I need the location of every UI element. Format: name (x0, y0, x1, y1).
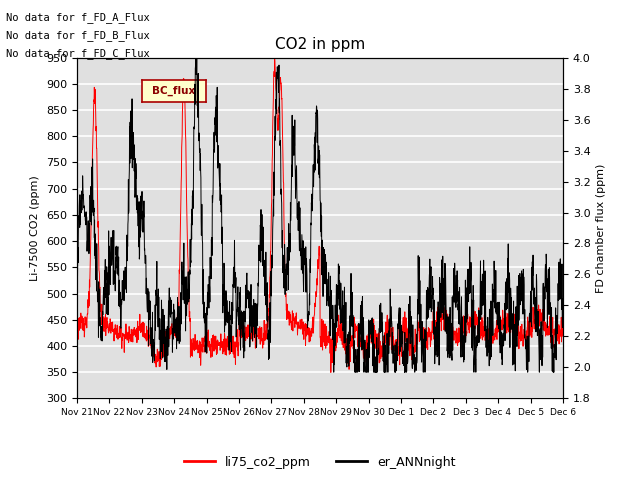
Text: No data for f_FD_A_Flux: No data for f_FD_A_Flux (6, 12, 150, 23)
Legend: li75_co2_ppm, er_ANNnight: li75_co2_ppm, er_ANNnight (179, 451, 461, 474)
Title: CO2 in ppm: CO2 in ppm (275, 37, 365, 52)
Y-axis label: FD chamber flux (ppm): FD chamber flux (ppm) (596, 163, 606, 293)
Text: No data for f_FD_C_Flux: No data for f_FD_C_Flux (6, 48, 150, 60)
Text: No data for f_FD_B_Flux: No data for f_FD_B_Flux (6, 30, 150, 41)
Y-axis label: Li-7500 CO2 (ppm): Li-7500 CO2 (ppm) (30, 175, 40, 281)
